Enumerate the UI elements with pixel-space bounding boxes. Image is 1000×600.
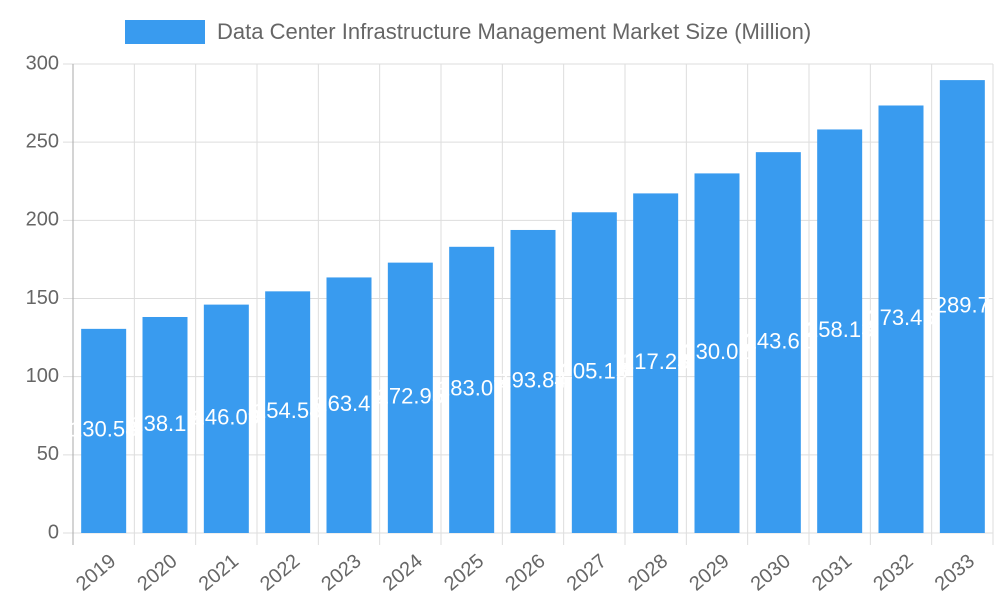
data-label: 146.09 <box>193 405 260 430</box>
bar <box>81 328 127 533</box>
y-tick-label: 0 <box>48 521 59 543</box>
x-tick-label: 2023 <box>317 550 365 595</box>
x-tick-label: 2022 <box>256 550 304 595</box>
data-label: 258.13 <box>806 317 873 342</box>
x-tick-label: 2025 <box>440 550 488 595</box>
y-tick-label: 200 <box>26 209 59 231</box>
data-label: 273.46 <box>867 305 934 330</box>
x-tick-label: 2027 <box>563 550 611 595</box>
y-tick-label: 150 <box>26 287 59 309</box>
legend-swatch <box>125 20 205 44</box>
x-tick-label: 2026 <box>501 550 549 595</box>
x-tick-label: 2021 <box>195 550 243 595</box>
bar <box>633 193 679 533</box>
bar <box>878 105 924 533</box>
data-label: 217.23 <box>622 349 689 374</box>
legend-label: Data Center Infrastructure Management Ma… <box>217 19 811 44</box>
data-label: 193.84 <box>499 367 566 392</box>
bar <box>203 304 249 533</box>
bar <box>265 291 311 533</box>
bar <box>142 316 188 533</box>
data-label: 154.58 <box>254 398 321 423</box>
x-tick-label: 2032 <box>869 550 917 595</box>
y-tick-label: 50 <box>37 443 59 465</box>
x-tick-label: 2019 <box>72 550 120 595</box>
y-tick-label: 250 <box>26 130 59 152</box>
bar <box>694 173 740 533</box>
x-tick-label: 2030 <box>747 550 795 595</box>
x-tick-label: 2031 <box>808 550 856 595</box>
x-tick-label: 2029 <box>685 550 733 595</box>
y-tick-label: 100 <box>26 365 59 387</box>
data-label: 205.15 <box>561 358 628 383</box>
bar <box>449 246 495 533</box>
data-label: 289.7 <box>935 292 990 317</box>
x-tick-label: 2028 <box>624 550 672 595</box>
bar <box>510 229 556 533</box>
bar <box>817 129 863 533</box>
x-tick-label: 2020 <box>133 550 181 595</box>
bar <box>571 212 617 533</box>
x-tick-label: 2024 <box>379 550 427 595</box>
data-label: 130.58 <box>70 417 137 442</box>
data-label: 230.02 <box>683 339 750 364</box>
bar <box>326 277 372 533</box>
data-label: 183.07 <box>438 376 505 401</box>
bar <box>387 262 433 533</box>
y-tick-label: 300 <box>26 52 59 74</box>
data-label: 172.95 <box>377 384 444 409</box>
data-label: 243.61 <box>745 328 812 353</box>
data-label: 163.47 <box>315 391 382 416</box>
bar <box>939 80 985 534</box>
x-tick-label: 2033 <box>931 550 979 595</box>
data-label: 138.17 <box>131 411 198 436</box>
bar <box>755 152 801 533</box>
